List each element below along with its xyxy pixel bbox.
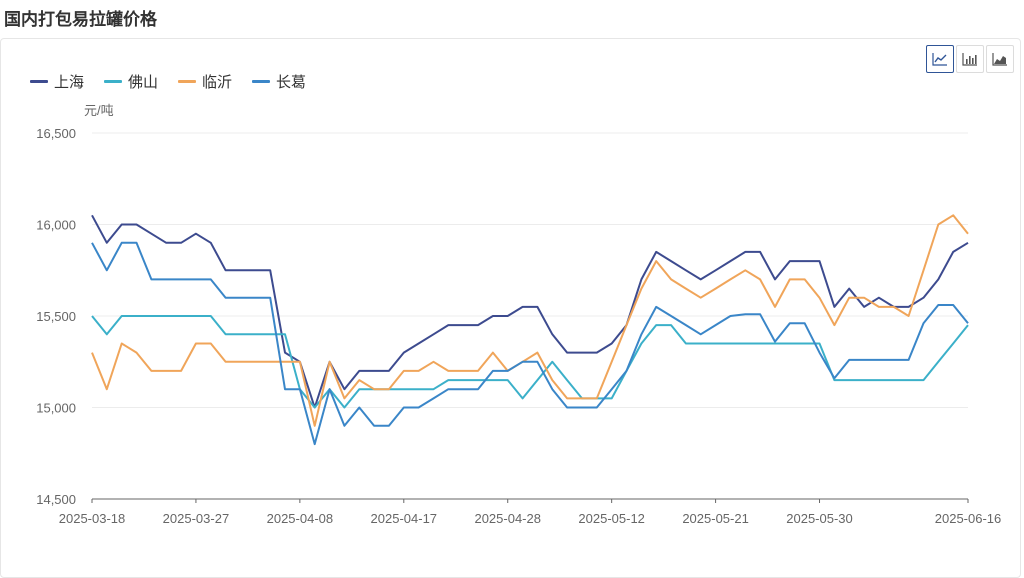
x-tick-label: 2025-05-12 — [578, 511, 645, 526]
y-tick-labels: 14,500 15,000 15,500 16,000 16,500 — [36, 126, 76, 507]
series-line-linyi[interactable] — [91, 214, 969, 427]
y-tick-label: 16,500 — [36, 126, 76, 141]
legend-swatch-linyi — [178, 80, 197, 83]
y-tick-label: 15,000 — [36, 401, 76, 416]
page-title: 国内打包易拉罐价格 — [4, 10, 157, 29]
x-tick-label: 2025-03-27 — [163, 511, 230, 526]
area-chart-button[interactable] — [986, 45, 1014, 73]
legend-label: 长葛 — [276, 74, 307, 91]
chart-type-toolbar — [926, 45, 1014, 73]
x-tick-label: 2025-04-08 — [267, 511, 334, 526]
series-line-changge[interactable] — [91, 241, 969, 446]
x-tick-label: 2025-05-21 — [682, 511, 749, 526]
legend-swatch-changge — [252, 80, 271, 83]
y-axis-unit-label: 元/吨 — [84, 103, 114, 118]
x-tick-label: 2025-06-16 — [935, 511, 1002, 526]
x-tick-label: 2025-04-28 — [474, 511, 541, 526]
series-layer — [91, 214, 969, 446]
grid-layer — [92, 132, 968, 500]
bar-chart-button[interactable] — [956, 45, 984, 73]
series-line-foshan[interactable] — [91, 315, 969, 409]
y-tick-label: 16,000 — [36, 218, 76, 233]
legend-item-linyi[interactable]: 临沂 — [178, 71, 232, 92]
series-line-shanghai[interactable] — [91, 214, 969, 409]
chart-card — [0, 38, 1021, 578]
legend-swatch-foshan — [104, 80, 123, 83]
x-tick-label: 2025-03-18 — [59, 511, 126, 526]
y-tick-label: 14,500 — [36, 492, 76, 507]
bar-chart-icon — [962, 53, 977, 66]
x-tick-labels: 2025-03-18 2025-03-27 2025-04-08 2025-04-17… — [59, 499, 1002, 526]
chart-legend: 上海 佛山 临沂 长葛 — [30, 71, 306, 92]
legend-item-changge[interactable]: 长葛 — [252, 71, 306, 92]
legend-label: 临沂 — [202, 74, 233, 91]
legend-label: 上海 — [54, 74, 85, 91]
line-chart-button[interactable] — [926, 45, 954, 73]
legend-label: 佛山 — [128, 74, 159, 91]
legend-item-foshan[interactable]: 佛山 — [104, 71, 158, 92]
line-chart-icon — [932, 53, 947, 66]
legend-item-shanghai[interactable]: 上海 — [30, 71, 84, 92]
legend-swatch-shanghai — [30, 80, 48, 83]
x-tick-label: 2025-05-30 — [786, 511, 853, 526]
x-tick-label: 2025-04-17 — [371, 511, 438, 526]
area-chart-icon — [992, 53, 1007, 66]
y-tick-label: 15,500 — [36, 309, 76, 324]
